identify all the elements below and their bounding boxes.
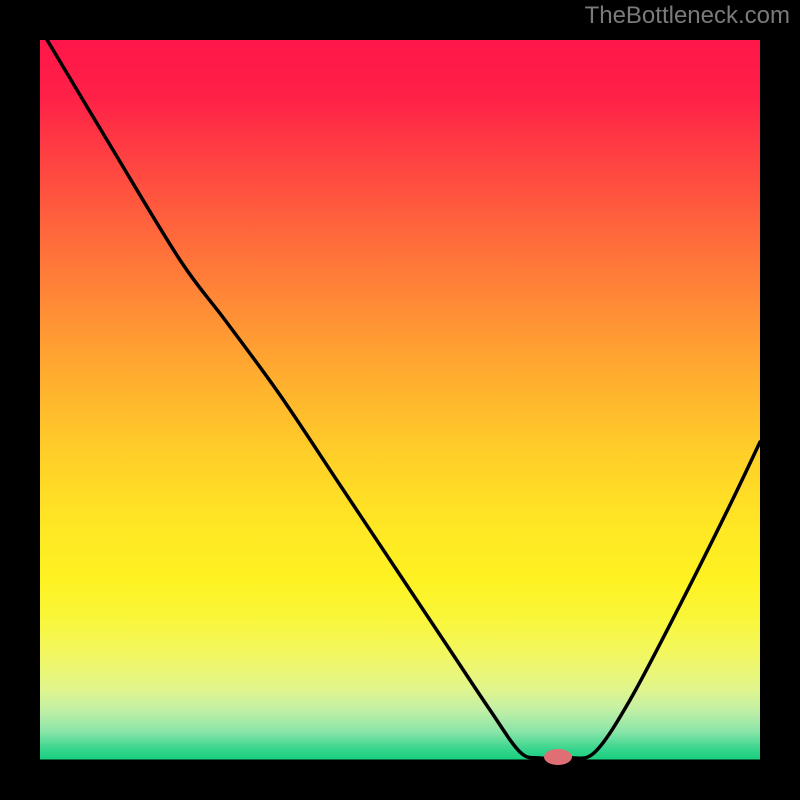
watermark-text: TheBottleneck.com — [585, 2, 790, 30]
optimal-marker — [544, 749, 572, 765]
bottleneck-chart — [0, 0, 800, 800]
chart-plot-area — [40, 40, 760, 760]
